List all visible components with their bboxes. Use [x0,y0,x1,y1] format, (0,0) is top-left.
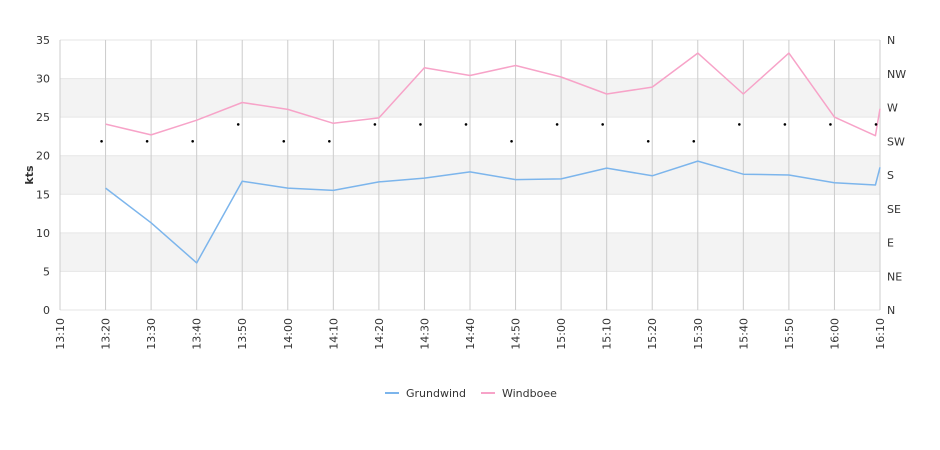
direction-marker [829,123,832,126]
x-tick-label: 15:40 [737,318,750,350]
direction-marker [601,123,604,126]
legend[interactable]: Grundwind Windboee [385,387,557,400]
legend-item-grundwind[interactable]: Grundwind [385,387,466,400]
direction-marker [783,123,787,126]
direction-marker [646,140,650,143]
direction-marker [236,123,240,126]
x-tick-label: 16:00 [828,318,841,350]
direction-marker [145,140,149,143]
direction-marker [692,140,696,143]
direction-marker [282,140,286,143]
y-tick-label: 20 [36,150,50,163]
legend-label: Windboee [502,387,557,400]
right-axis-label: S [887,169,894,182]
right-axis-label: NE [887,270,902,283]
x-tick-label: 15:10 [601,318,614,350]
x-tick-label: 14:30 [418,318,431,350]
y-tick-label: 25 [36,111,50,124]
right-axis-ticks: N NE E SE S SW W NW N [887,34,906,317]
y-tick-label: 35 [36,34,50,47]
right-axis-label: E [887,237,894,250]
x-tick-label: 14:00 [282,318,295,350]
x-tick-label: 14:10 [327,318,340,350]
x-tick-label: 14:50 [510,318,523,350]
x-tick-label: 15:50 [783,318,796,350]
direction-marker [100,140,103,143]
y-tick-label: 5 [43,265,50,278]
series-line-grundwind [105,160,881,264]
direction-marker [874,123,878,126]
x-tick-label: 14:40 [464,318,477,350]
y-tick-label: 30 [36,73,50,86]
x-tick-label: 13:20 [100,318,113,350]
x-tick-label: 13:50 [236,318,249,350]
grid-lines [59,39,881,311]
right-axis-label: N [887,304,895,317]
x-tick-label: 13:30 [145,318,158,350]
direction-marker [738,123,741,126]
x-tick-label: 13:40 [191,318,204,350]
x-tick-label: 13:10 [54,318,67,350]
x-axis-ticks: 13:10 13:20 13:30 13:40 13:50 14:00 14:10 14:20… [54,318,887,350]
legend-label: Grundwind [406,387,466,400]
x-tick-label: 15:30 [692,318,705,350]
legend-item-windboee[interactable]: Windboee [480,387,557,400]
series-line-windboee [105,52,881,137]
y-tick-label: 15 [36,188,50,201]
direction-marker [419,123,422,126]
direction-marker [464,123,468,126]
y-axis-label: kts [23,165,36,185]
right-axis-label: SW [887,135,905,148]
right-axis-label: W [887,102,898,115]
direction-marker [510,140,513,143]
direction-marker [555,123,559,126]
right-axis-label: N [887,34,895,47]
x-tick-label: 15:00 [555,318,568,350]
y-tick-label: 10 [36,227,50,240]
wind-direction-markers [100,123,878,143]
x-tick-label: 14:20 [373,318,386,350]
x-tick-label: 15:20 [646,318,659,350]
direction-marker [191,140,194,143]
y-axis-ticks: 0 5 10 15 20 25 30 35 [36,34,50,317]
direction-marker [328,140,331,143]
series-lines [105,52,881,264]
direction-marker [373,123,377,126]
right-axis-label: SE [887,203,901,216]
right-axis-label: NW [887,68,906,81]
y-tick-label: 0 [43,304,50,317]
x-tick-label: 16:10 [874,318,887,350]
